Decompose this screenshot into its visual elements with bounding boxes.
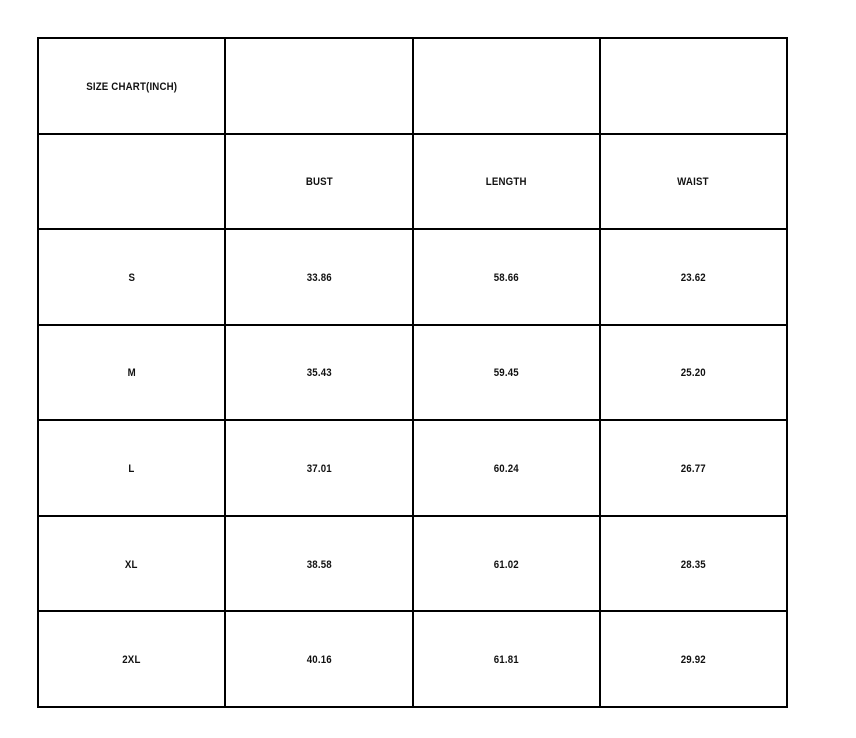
- column-header-bust: BUST: [224, 132, 414, 231]
- length-value-cell: 61.81: [411, 610, 601, 708]
- measurement-value: 61.81: [493, 654, 519, 667]
- table-row-size-xl: XL 38.58 61.02 28.35: [36, 514, 789, 613]
- size-label: 2XL: [122, 654, 141, 667]
- size-label-cell: XL: [36, 514, 227, 613]
- length-value-cell: 59.45: [411, 323, 601, 422]
- measurement-value: 40.16: [306, 654, 332, 667]
- bust-value-cell: 40.16: [224, 610, 414, 708]
- bust-value-cell: 38.58: [224, 514, 414, 613]
- size-chart-table: SIZE CHART(INCH) BUST LENGTH WAIST: [36, 37, 789, 708]
- measurement-value: 37.01: [306, 463, 332, 476]
- size-label-cell: M: [36, 323, 227, 422]
- bust-value-cell: 37.01: [224, 419, 414, 517]
- waist-value-cell: 29.92: [598, 610, 789, 708]
- measurement-value: 26.77: [680, 463, 706, 476]
- measurement-value: 28.35: [680, 558, 706, 571]
- title-row: SIZE CHART(INCH): [36, 37, 789, 135]
- header-row: BUST LENGTH WAIST: [36, 132, 789, 231]
- column-header-waist: WAIST: [598, 132, 789, 231]
- length-value-cell: 60.24: [411, 419, 601, 517]
- table-row-size-m: M 35.43 59.45 25.20: [36, 323, 789, 422]
- size-label: M: [127, 367, 136, 380]
- waist-value-cell: 28.35: [598, 514, 789, 613]
- size-label-cell: L: [36, 419, 227, 517]
- length-value-cell: 58.66: [411, 228, 601, 326]
- measurement-value: 35.43: [306, 367, 332, 380]
- waist-value-cell: 25.20: [598, 323, 789, 422]
- size-label-cell: 2XL: [36, 610, 227, 708]
- measurement-value: 59.45: [493, 367, 519, 380]
- length-value-cell: 61.02: [411, 514, 601, 613]
- size-label-cell: S: [36, 228, 227, 326]
- waist-header-label: WAIST: [677, 176, 710, 189]
- table-row-size-s: S 33.86 58.66 23.62: [36, 228, 789, 326]
- size-chart-title-cell: SIZE CHART(INCH): [36, 37, 227, 135]
- measurement-value: 61.02: [493, 558, 519, 571]
- empty-cell: [411, 37, 601, 135]
- size-label: S: [128, 271, 135, 284]
- measurement-value: 23.62: [680, 271, 706, 284]
- bust-value-cell: 33.86: [224, 228, 414, 326]
- size-chart-title: SIZE CHART(INCH): [86, 80, 178, 93]
- waist-value-cell: 23.62: [598, 228, 789, 326]
- empty-cell: [36, 132, 227, 231]
- length-header-label: LENGTH: [485, 176, 527, 189]
- measurement-value: 60.24: [493, 463, 519, 476]
- measurement-value: 25.20: [680, 367, 706, 380]
- column-header-length: LENGTH: [411, 132, 601, 231]
- empty-cell: [224, 37, 414, 135]
- waist-value-cell: 26.77: [598, 419, 789, 517]
- bust-value-cell: 35.43: [224, 323, 414, 422]
- measurement-value: 33.86: [306, 271, 332, 284]
- table-row-size-l: L 37.01 60.24 26.77: [36, 419, 789, 517]
- table-row-size-2xl: 2XL 40.16 61.81 29.92: [36, 610, 789, 708]
- size-label: XL: [125, 558, 138, 571]
- bust-header-label: BUST: [305, 176, 333, 189]
- size-label: L: [128, 463, 135, 476]
- measurement-value: 58.66: [493, 271, 519, 284]
- measurement-value: 38.58: [306, 558, 332, 571]
- empty-cell: [598, 37, 789, 135]
- measurement-value: 29.92: [680, 654, 706, 667]
